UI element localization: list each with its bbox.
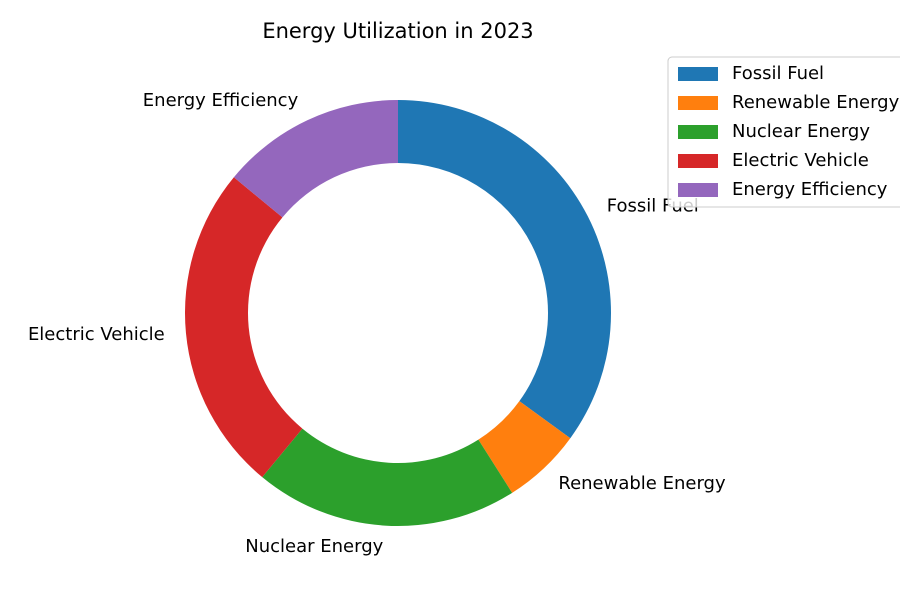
legend-label-nuclear-energy: Nuclear Energy bbox=[732, 121, 870, 142]
slice-fossil-fuel bbox=[398, 100, 611, 439]
slice-renewable-energy bbox=[478, 401, 571, 493]
legend-swatch-fossil-fuel bbox=[678, 67, 718, 81]
legend: Fossil Fuel Renewable Energy Nuclear Energ… bbox=[667, 56, 900, 208]
legend-swatch-electric-vehicle bbox=[678, 154, 718, 168]
legend-swatch-renewable-energy bbox=[678, 96, 718, 110]
legend-swatch-energy-efficiency bbox=[678, 183, 718, 197]
chart-title: Energy Utilization in 2023 bbox=[262, 19, 533, 43]
legend-label-energy-efficiency: Energy Efficiency bbox=[732, 179, 888, 200]
slice-label-energy-efficiency: Energy Efficiency bbox=[143, 90, 299, 111]
slice-label-renewable-energy: Renewable Energy bbox=[558, 473, 726, 494]
slice-label-nuclear-energy: Nuclear Energy bbox=[245, 536, 383, 557]
slice-nuclear-energy bbox=[262, 428, 513, 526]
legend-swatch-nuclear-energy bbox=[678, 125, 718, 139]
slice-label-electric-vehicle: Electric Vehicle bbox=[28, 324, 165, 345]
donut-slices bbox=[184, 100, 611, 526]
legend-label-electric-vehicle: Electric Vehicle bbox=[732, 150, 869, 171]
legend-label-fossil-fuel: Fossil Fuel bbox=[732, 63, 824, 84]
legend-label-renewable-energy: Renewable Energy bbox=[732, 92, 900, 113]
legend-frame bbox=[667, 56, 900, 208]
slice-energy-efficiency bbox=[233, 100, 398, 218]
slice-electric-vehicle bbox=[184, 177, 303, 478]
